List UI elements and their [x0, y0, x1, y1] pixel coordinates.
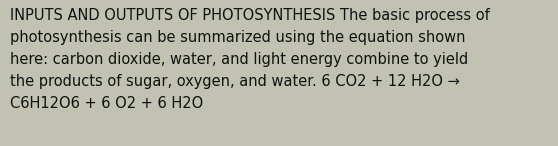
Text: INPUTS AND OUTPUTS OF PHOTOSYNTHESIS The basic process of: INPUTS AND OUTPUTS OF PHOTOSYNTHESIS The…: [10, 8, 490, 23]
Text: photosynthesis can be summarized using the equation shown: photosynthesis can be summarized using t…: [10, 30, 465, 45]
Text: here: carbon dioxide, water, and light energy combine to yield: here: carbon dioxide, water, and light e…: [10, 52, 468, 67]
Text: C6H12O6 + 6 O2 + 6 H2O: C6H12O6 + 6 O2 + 6 H2O: [10, 96, 203, 111]
Text: the products of sugar, oxygen, and water. 6 CO2 + 12 H2O →: the products of sugar, oxygen, and water…: [10, 74, 460, 89]
